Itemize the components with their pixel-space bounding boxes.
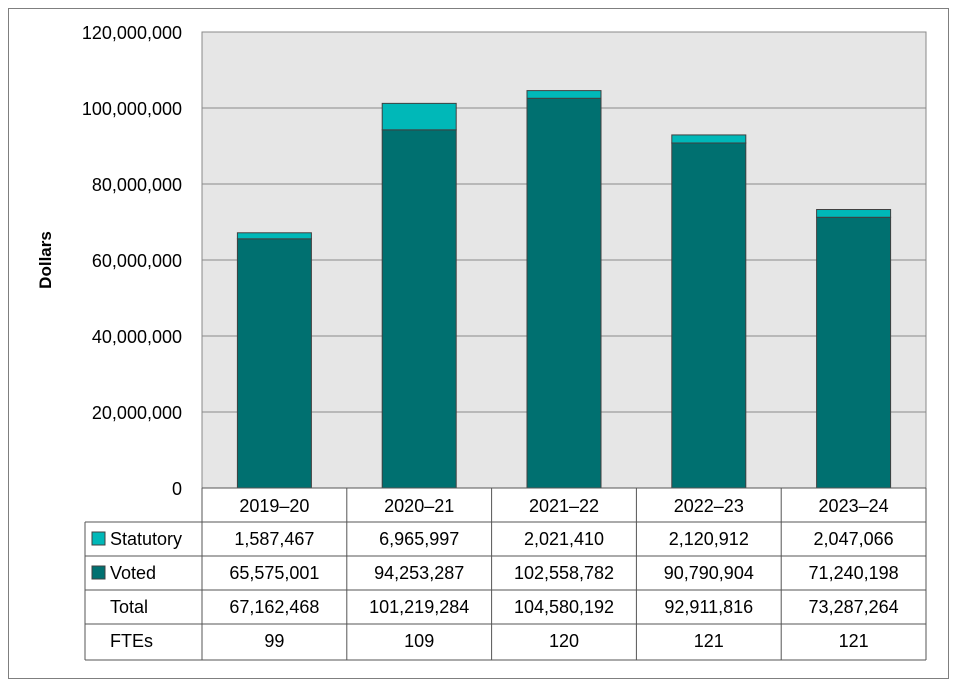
table-cell: 104,580,192: [514, 597, 614, 617]
table-cell: 109: [404, 631, 434, 651]
table-cell: 120: [549, 631, 579, 651]
bar-statutory: [381, 102, 457, 131]
bar-voted: [526, 97, 602, 489]
x-tick-label: 2022–23: [674, 496, 744, 516]
bar-statutory: [526, 90, 602, 99]
legend-key-statutory: [91, 531, 106, 546]
x-tick-label: 2021–22: [529, 496, 599, 516]
legend-label: Voted: [110, 563, 156, 583]
table-cell: 121: [694, 631, 724, 651]
y-tick-label: 120,000,000: [82, 23, 182, 43]
row-label: FTEs: [110, 631, 153, 651]
table-cell: 2,021,410: [524, 529, 604, 549]
bar-statutory: [671, 134, 747, 144]
table-cell: 67,162,468: [229, 597, 319, 617]
x-tick-label: 2019–20: [239, 496, 309, 516]
x-tick-label: 2020–21: [384, 496, 454, 516]
bar-voted: [816, 216, 892, 489]
legend-label: Statutory: [110, 529, 182, 549]
bar-statutory: [816, 209, 892, 218]
legend-key-voted: [91, 565, 106, 580]
table-cell: 121: [839, 631, 869, 651]
y-tick-label: 40,000,000: [92, 327, 182, 347]
y-tick-label: 20,000,000: [92, 403, 182, 423]
y-tick-label: 60,000,000: [92, 251, 182, 271]
chart-frame: [8, 8, 949, 679]
table-cell: 2,047,066: [814, 529, 894, 549]
y-axis-label: Dollars: [36, 231, 55, 289]
table-cell: 102,558,782: [514, 563, 614, 583]
table-cell: 1,587,467: [234, 529, 314, 549]
table-cell: 94,253,287: [374, 563, 464, 583]
table-cell: 2,120,912: [669, 529, 749, 549]
table-cell: 99: [264, 631, 284, 651]
table-cell: 6,965,997: [379, 529, 459, 549]
y-tick-label: 0: [172, 479, 182, 499]
y-tick-label: 100,000,000: [82, 99, 182, 119]
bar-voted: [671, 142, 747, 489]
y-tick-label: 80,000,000: [92, 175, 182, 195]
table-cell: 101,219,284: [369, 597, 469, 617]
bar-voted: [381, 129, 457, 489]
table-cell: 73,287,264: [809, 597, 899, 617]
table-cell: 71,240,198: [809, 563, 899, 583]
table-cell: 92,911,816: [664, 597, 753, 617]
table-cell: 65,575,001: [229, 563, 319, 583]
bar-statutory: [236, 232, 312, 240]
x-tick-label: 2023–24: [819, 496, 889, 516]
bar-voted: [236, 238, 312, 489]
table-cell: 90,790,904: [664, 563, 754, 583]
row-label: Total: [110, 597, 148, 617]
